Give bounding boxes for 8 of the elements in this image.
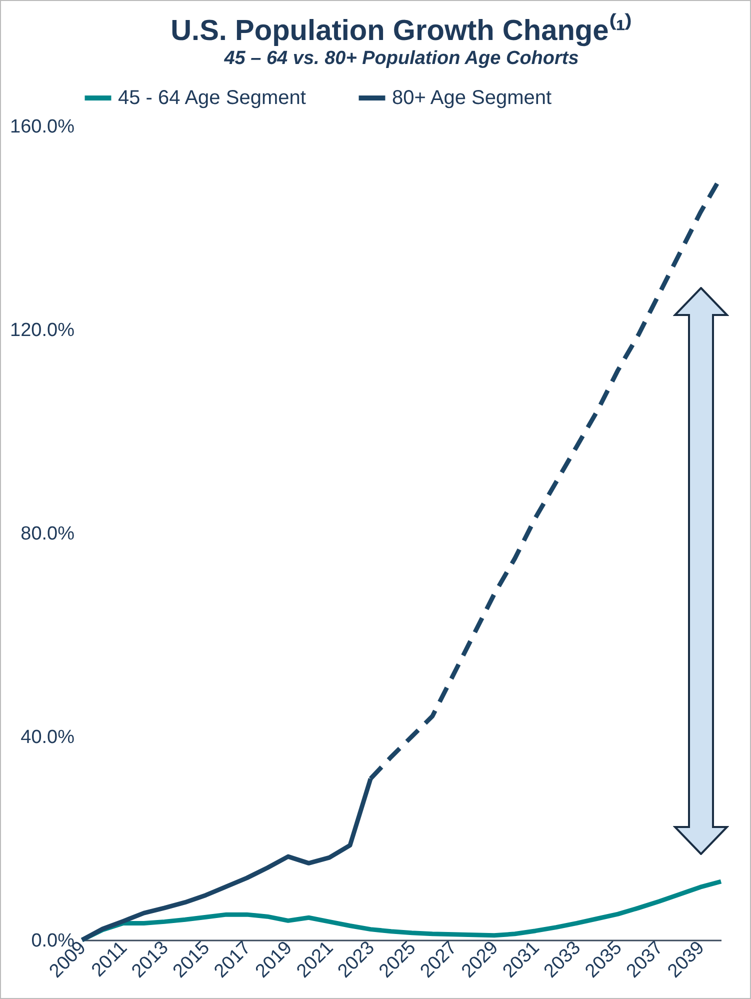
y-tick-label: 160.0% — [10, 116, 75, 138]
chart-subtitle: 45 – 64 vs. 80+ Population Age Cohorts — [223, 48, 579, 69]
legend-label: 45 - 64 Age Segment — [118, 87, 306, 109]
y-tick-label: 40.0% — [20, 727, 75, 748]
y-tick-label: 80.0% — [20, 524, 75, 544]
chart-title: U.S. Population Growth Change⁽¹⁾ — [170, 13, 632, 47]
y-tick-label: 120.0% — [10, 320, 75, 341]
legend-label: 80+ Age Segment — [392, 87, 552, 109]
